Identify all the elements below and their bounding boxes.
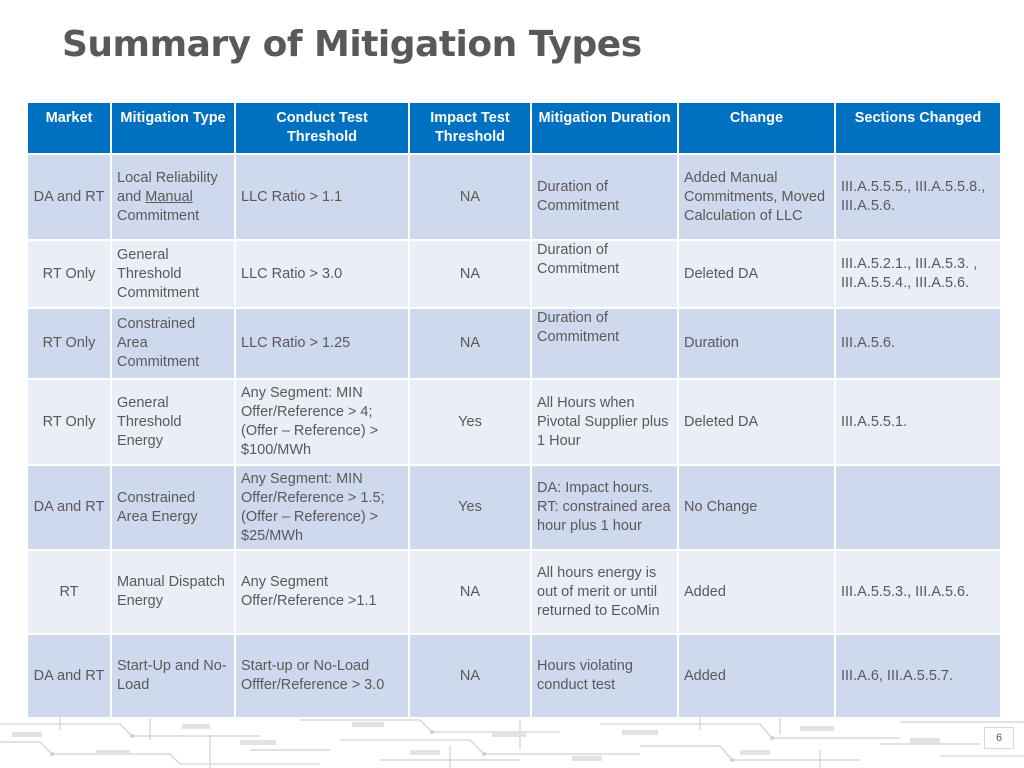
header-conduct-test: Conduct Test Threshold [234, 101, 410, 155]
table-header-row: Market Mitigation Type Conduct Test Thre… [26, 101, 1002, 155]
cell-sections: III.A.5.5.5., III.A.5.5.8., III.A.5.6. [834, 153, 1002, 241]
cell-change: Added Manual Commitments, Moved Calculat… [677, 153, 836, 241]
cell-conduct-test: LLC Ratio > 1.25 [234, 307, 410, 380]
cell-duration: All Hours when Pivotal Supplier plus 1 H… [530, 378, 679, 466]
cell-duration: All hours energy is out of merit or unti… [530, 549, 679, 635]
cell-impact-test: NA [408, 307, 532, 380]
header-sections: Sections Changed [834, 101, 1002, 155]
table-row: RT Only Constrained Area Commitment LLC … [26, 307, 1002, 380]
circuit-footer-decoration [0, 716, 1024, 768]
table-row: DA and RT Local Reliability and Manual C… [26, 153, 1002, 241]
cell-mitigation-type: General Threshold Commitment [110, 239, 236, 309]
cell-sections: III.A.6, III.A.5.5.7. [834, 633, 1002, 719]
cell-conduct-test: Any Segment: MIN Offer/Reference > 1.5; … [234, 464, 410, 551]
cell-market: RT Only [26, 378, 112, 466]
cell-conduct-test: LLC Ratio > 1.1 [234, 153, 410, 241]
cell-change: No Change [677, 464, 836, 551]
page-number: 6 [984, 727, 1014, 749]
header-change: Change [677, 101, 836, 155]
cell-duration: Duration of Commitment [530, 153, 679, 241]
cell-market: DA and RT [26, 633, 112, 719]
table-row: RT Only General Threshold Commitment LLC… [26, 239, 1002, 309]
cell-impact-test: NA [408, 549, 532, 635]
cell-change: Added [677, 633, 836, 719]
header-mitigation-type: Mitigation Type [110, 101, 236, 155]
header-duration: Mitigation Duration [530, 101, 679, 155]
cell-mitigation-type: Start-Up and No-Load [110, 633, 236, 719]
cell-market: DA and RT [26, 464, 112, 551]
cell-mitigation-type: Constrained Area Energy [110, 464, 236, 551]
cell-conduct-test: Any Segment: MIN Offer/Reference > 4; (O… [234, 378, 410, 466]
cell-sections: III.A.5.2.1., III.A.5.3. , III.A.5.5.4.,… [834, 239, 1002, 309]
cell-market: DA and RT [26, 153, 112, 241]
cell-conduct-test: Any Segment Offer/Reference >1.1 [234, 549, 410, 635]
cell-change: Added [677, 549, 836, 635]
table-row: DA and RT Constrained Area Energy Any Se… [26, 464, 1002, 551]
cell-impact-test: NA [408, 239, 532, 309]
cell-market: RT Only [26, 307, 112, 380]
cell-change: Duration [677, 307, 836, 380]
table-row: RT Manual Dispatch Energy Any Segment Of… [26, 549, 1002, 635]
cell-mitigation-type: Manual Dispatch Energy [110, 549, 236, 635]
cell-duration: Duration of Commitment [530, 239, 679, 309]
header-market: Market [26, 101, 112, 155]
mitigation-table: Market Mitigation Type Conduct Test Thre… [26, 101, 1002, 719]
cell-sections: III.A.5.5.3., III.A.5.6. [834, 549, 1002, 635]
table-row: DA and RT Start-Up and No-Load Start-up … [26, 633, 1002, 719]
cell-market: RT [26, 549, 112, 635]
cell-sections: III.A.5.6. [834, 307, 1002, 380]
cell-sections [834, 464, 1002, 551]
cell-change: Deleted DA [677, 239, 836, 309]
cell-market: RT Only [26, 239, 112, 309]
slide-title: Summary of Mitigation Types [62, 24, 642, 65]
cell-change: Deleted DA [677, 378, 836, 466]
type-text: Commitment [117, 207, 200, 224]
cell-conduct-test: Start-up or No-Load Offfer/Reference > 3… [234, 633, 410, 719]
type-text: Local Reliability and [117, 169, 218, 205]
type-underlined-text: Manual [145, 188, 193, 205]
cell-mitigation-type: Constrained Area Commitment [110, 307, 236, 380]
cell-mitigation-type: Local Reliability and Manual Commitment [110, 153, 236, 241]
cell-duration: Duration of Commitment [530, 307, 679, 380]
cell-impact-test: NA [408, 633, 532, 719]
header-impact-test: Impact Test Threshold [408, 101, 532, 155]
table-row: RT Only General Threshold Energy Any Seg… [26, 378, 1002, 466]
cell-sections: III.A.5.5.1. [834, 378, 1002, 466]
cell-duration: DA: Impact hours. RT: constrained area h… [530, 464, 679, 551]
cell-conduct-test: LLC Ratio > 3.0 [234, 239, 410, 309]
cell-mitigation-type: General Threshold Energy [110, 378, 236, 466]
cell-impact-test: Yes [408, 464, 532, 551]
cell-impact-test: NA [408, 153, 532, 241]
cell-duration: Hours violating conduct test [530, 633, 679, 719]
cell-impact-test: Yes [408, 378, 532, 466]
